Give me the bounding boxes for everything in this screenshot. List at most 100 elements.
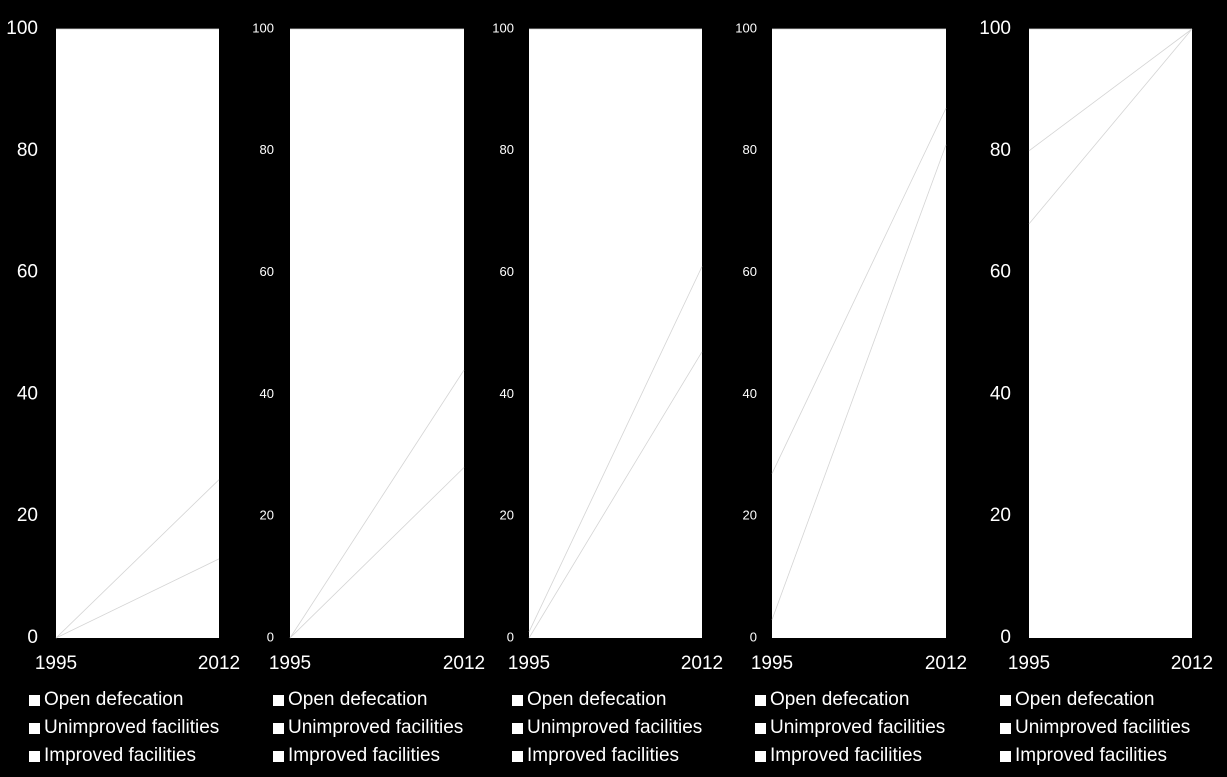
legend-swatch bbox=[273, 750, 284, 762]
legend-swatch bbox=[755, 750, 766, 762]
series-line-1 bbox=[289, 467, 465, 639]
chart-panel-3: 0 20 40 60 80 100 1995 2012 bbox=[492, 20, 723, 674]
y-tick-label: 20 bbox=[743, 508, 757, 523]
legend-swatch bbox=[755, 722, 766, 734]
legend-item: Improved facilities bbox=[29, 742, 219, 770]
series-line-1 bbox=[528, 351, 703, 639]
y-tick-label: 100 bbox=[6, 18, 38, 39]
series-line-2 bbox=[771, 107, 947, 474]
legend-item: Open defecation bbox=[1000, 686, 1190, 714]
legend-label: Improved facilities bbox=[770, 745, 923, 766]
chart-panel-2: 0 20 40 60 80 100 1995 2012 bbox=[252, 20, 485, 674]
legend-swatch bbox=[512, 750, 523, 762]
legend-label: Improved facilities bbox=[1015, 745, 1168, 766]
x-tick-label: 1995 bbox=[508, 653, 550, 674]
legend-item: Improved facilities bbox=[512, 742, 702, 770]
plot-area bbox=[290, 29, 464, 638]
legend-label: Improved facilities bbox=[44, 745, 197, 766]
legend-4: Open defecation Unimproved facilities Impr… bbox=[755, 686, 945, 770]
y-tick-label: 100 bbox=[735, 20, 757, 35]
y-tick-label: 40 bbox=[500, 386, 514, 401]
y-tick-label: 60 bbox=[743, 264, 757, 279]
y-tick-label: 0 bbox=[507, 629, 514, 644]
y-tick-label: 40 bbox=[990, 383, 1011, 404]
y-tick-label: 80 bbox=[990, 140, 1011, 161]
legend-label: Unimproved facilities bbox=[288, 717, 464, 738]
legend-label: Open defecation bbox=[1015, 689, 1155, 710]
legend-label: Unimproved facilities bbox=[770, 717, 946, 738]
legend-swatch bbox=[29, 722, 40, 734]
y-tick-label: 100 bbox=[492, 20, 514, 35]
x-tick-label: 2012 bbox=[198, 653, 240, 674]
legend-swatch bbox=[512, 694, 523, 706]
y-tick-label: 80 bbox=[17, 140, 38, 161]
series-line-1 bbox=[55, 558, 220, 639]
x-tick-label: 2012 bbox=[925, 653, 967, 674]
legend-item: Improved facilities bbox=[1000, 742, 1190, 770]
legend-item: Open defecation bbox=[512, 686, 702, 714]
x-tick-label: 2012 bbox=[1171, 653, 1213, 674]
legend-swatch bbox=[755, 694, 766, 706]
x-tick-label: 1995 bbox=[269, 653, 311, 674]
legend-swatch bbox=[29, 750, 40, 762]
x-tick-label: 2012 bbox=[681, 653, 723, 674]
legend-label: Unimproved facilities bbox=[44, 717, 220, 738]
legend-swatch bbox=[1000, 722, 1011, 734]
y-tick-label: 20 bbox=[500, 508, 514, 523]
legend-swatch bbox=[29, 694, 40, 706]
y-tick-label: 40 bbox=[743, 386, 757, 401]
plot-area bbox=[772, 29, 946, 638]
legend-swatch bbox=[273, 722, 284, 734]
legend-item: Unimproved facilities bbox=[273, 714, 463, 742]
plot-area bbox=[56, 29, 219, 638]
x-tick-label: 1995 bbox=[1008, 653, 1050, 674]
legend-item: Unimproved facilities bbox=[1000, 714, 1190, 742]
y-tick-label: 60 bbox=[500, 264, 514, 279]
y-tick-label: 0 bbox=[267, 629, 274, 644]
series-line-2 bbox=[55, 479, 220, 639]
legend-item: Improved facilities bbox=[273, 742, 463, 770]
y-tick-label: 0 bbox=[750, 629, 757, 644]
legend-item: Unimproved facilities bbox=[755, 714, 945, 742]
legend-swatch bbox=[273, 694, 284, 706]
series-line-2 bbox=[289, 369, 465, 639]
series-line-2 bbox=[1028, 28, 1193, 152]
y-tick-label: 80 bbox=[260, 142, 274, 157]
legend-item: Open defecation bbox=[273, 686, 463, 714]
legend-item: Open defecation bbox=[755, 686, 945, 714]
legend-item: Unimproved facilities bbox=[512, 714, 702, 742]
legend-3: Open defecation Unimproved facilities Impr… bbox=[512, 686, 702, 770]
legend-label: Improved facilities bbox=[527, 745, 680, 766]
x-tick-label: 1995 bbox=[35, 653, 77, 674]
y-tick-label: 40 bbox=[17, 383, 38, 404]
y-tick-label: 100 bbox=[979, 18, 1011, 39]
legend-item: Open defecation bbox=[29, 686, 219, 714]
series-line-2 bbox=[528, 266, 703, 633]
legend-label: Unimproved facilities bbox=[1015, 717, 1191, 738]
y-tick-label: 100 bbox=[252, 20, 274, 35]
legend-label: Open defecation bbox=[770, 689, 910, 710]
legend-label: Open defecation bbox=[527, 689, 667, 710]
chart-panel-5: 0 20 40 60 80 100 1995 2012 bbox=[979, 18, 1213, 674]
chart-panel-4: 0 20 40 60 80 100 1995 2012 bbox=[735, 20, 967, 674]
y-tick-label: 60 bbox=[990, 262, 1011, 283]
plot-area bbox=[1029, 29, 1192, 638]
legend-swatch bbox=[1000, 694, 1011, 706]
legend-swatch bbox=[1000, 750, 1011, 762]
y-tick-label: 0 bbox=[1000, 627, 1011, 648]
x-tick-label: 1995 bbox=[751, 653, 793, 674]
legend-1: Open defecation Unimproved facilities Impr… bbox=[29, 686, 219, 770]
legend-swatch bbox=[512, 722, 523, 734]
y-tick-label: 80 bbox=[500, 142, 514, 157]
y-tick-label: 20 bbox=[260, 508, 274, 523]
y-tick-label: 20 bbox=[990, 505, 1011, 526]
y-tick-label: 40 bbox=[260, 386, 274, 401]
legend-label: Open defecation bbox=[44, 689, 184, 710]
x-tick-label: 2012 bbox=[443, 653, 485, 674]
y-tick-label: 60 bbox=[17, 262, 38, 283]
y-tick-label: 0 bbox=[27, 627, 38, 648]
y-tick-label: 80 bbox=[743, 142, 757, 157]
chart-panel-1: 0 20 40 60 80 100 1995 2012 bbox=[6, 18, 240, 674]
legend-item: Unimproved facilities bbox=[29, 714, 219, 742]
